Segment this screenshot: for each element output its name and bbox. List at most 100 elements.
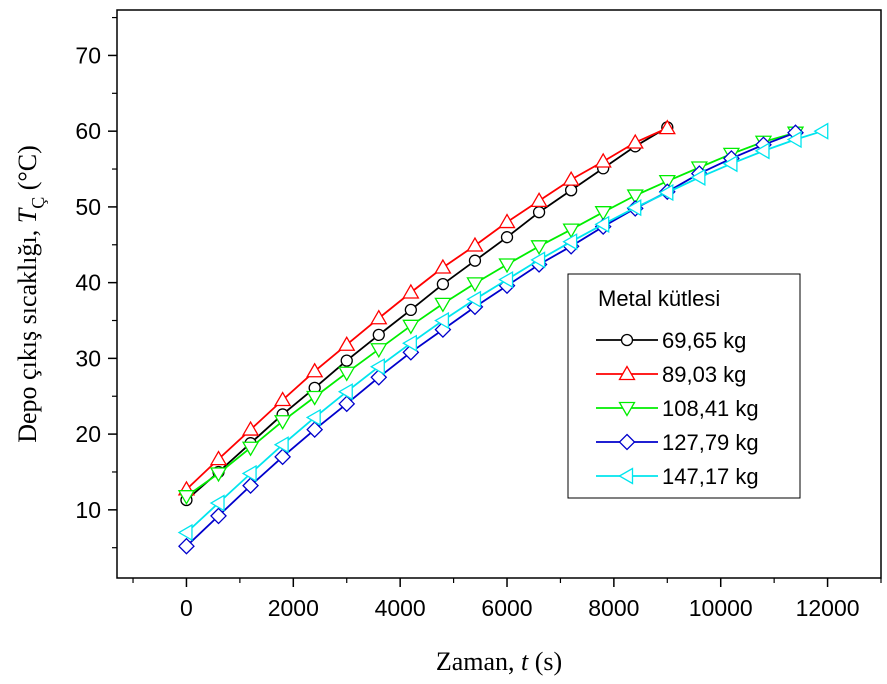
y-tick-label: 70 <box>75 42 101 68</box>
data-point <box>722 155 738 173</box>
legend-label: 127,79 kg <box>662 430 759 455</box>
data-point <box>241 441 260 457</box>
x-tick-label: 10000 <box>689 595 753 621</box>
legend-title: Metal kütlesi <box>598 286 720 311</box>
data-point <box>594 206 612 222</box>
legend-marker <box>618 467 634 485</box>
y-tick-label: 10 <box>75 497 101 523</box>
data-point <box>754 142 770 160</box>
data-point <box>306 362 324 378</box>
data-point <box>402 334 417 352</box>
legend: Metal kütlesi 69,65 kg 89,03 kg 108,41 kg 1… <box>567 273 801 499</box>
legend-label: 147,17 kg <box>662 464 759 489</box>
data-point <box>658 119 676 135</box>
legend-marker <box>620 333 634 347</box>
data-point <box>241 464 257 483</box>
data-point <box>466 290 482 308</box>
data-point <box>500 231 514 244</box>
data-point <box>530 240 548 256</box>
data-point <box>562 223 580 239</box>
series-layer <box>177 119 829 555</box>
data-point <box>372 328 385 342</box>
data-point <box>562 170 580 186</box>
series-line <box>185 126 668 501</box>
series-1 <box>177 119 676 496</box>
data-point <box>404 303 417 317</box>
data-point <box>338 395 356 413</box>
legend-item: 89,03 kg <box>596 362 746 387</box>
x-tick-label: 8000 <box>588 595 639 621</box>
y-tick-label: 40 <box>75 270 101 296</box>
data-point <box>434 258 452 274</box>
data-point <box>530 251 546 269</box>
data-point <box>273 391 292 407</box>
legend-label: 89,03 kg <box>662 362 746 387</box>
data-point <box>306 421 324 438</box>
data-point <box>273 415 292 431</box>
data-point <box>436 278 450 291</box>
data-point <box>594 152 612 168</box>
y-tick-label: 30 <box>75 345 101 371</box>
data-point <box>532 206 546 219</box>
data-point <box>274 448 292 466</box>
data-point <box>338 366 356 382</box>
x-tick-label: 0 <box>180 595 193 621</box>
data-point <box>209 450 228 466</box>
data-point <box>273 436 289 454</box>
data-point <box>813 122 829 140</box>
data-point <box>338 335 356 351</box>
data-point <box>305 408 321 427</box>
legend-marker <box>618 401 636 417</box>
data-point <box>178 537 195 555</box>
series-4 <box>177 122 829 542</box>
data-point <box>626 199 642 217</box>
data-point <box>564 184 578 197</box>
data-point <box>658 175 676 190</box>
data-point <box>498 270 514 289</box>
data-point <box>370 309 388 325</box>
legend-items: 69,65 kg 89,03 kg 108,41 kg 127,79 kg 147,17… <box>596 328 759 489</box>
data-point <box>337 383 353 401</box>
data-point <box>402 283 420 299</box>
legend-box <box>567 273 801 499</box>
data-point <box>468 254 482 267</box>
data-point <box>177 490 196 506</box>
x-tick-label: 6000 <box>481 595 532 621</box>
y-tick-label: 20 <box>75 421 101 447</box>
data-point <box>594 215 610 233</box>
x-tick-label: 4000 <box>375 595 426 621</box>
y-axis: 10 20 30 40 50 60 70 <box>75 16 117 549</box>
data-point <box>340 354 353 367</box>
data-point <box>241 420 260 436</box>
data-point <box>402 319 420 335</box>
y-tick-label: 60 <box>75 118 101 144</box>
data-point <box>498 258 516 274</box>
legend-label: 108,41 kg <box>662 396 759 421</box>
x-tick-label: 12000 <box>796 595 860 621</box>
x-tick-label: 2000 <box>268 595 319 621</box>
data-point <box>466 236 484 252</box>
data-point <box>434 297 452 313</box>
data-point <box>690 168 706 186</box>
data-point <box>209 494 225 512</box>
legend-item: 69,65 kg <box>596 328 746 353</box>
legend-item: 147,17 kg <box>596 464 759 489</box>
data-point <box>177 523 193 542</box>
data-point <box>530 192 548 207</box>
data-point <box>210 507 227 525</box>
x-axis-title: Zaman, t (s) <box>436 647 562 676</box>
data-point <box>498 213 516 229</box>
y-axis-title: Depo çıkış sıcaklığı, TÇ (°C) <box>13 145 48 443</box>
plot-frame <box>116 9 882 579</box>
series-line <box>185 127 668 491</box>
data-point <box>209 467 228 483</box>
data-point <box>786 130 802 149</box>
legend-marker <box>618 433 636 451</box>
data-point <box>562 233 578 251</box>
x-axis: 0 2000 4000 6000 8000 10000 12000 <box>132 578 882 621</box>
data-point <box>434 311 450 330</box>
data-point <box>466 277 484 293</box>
data-point <box>242 477 259 495</box>
data-point <box>626 189 644 205</box>
data-point <box>370 343 388 359</box>
